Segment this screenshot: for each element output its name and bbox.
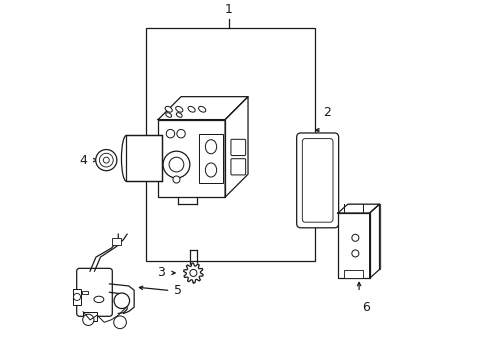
Bar: [337, 213, 369, 278]
Circle shape: [166, 130, 174, 138]
Bar: [344, 270, 363, 278]
Polygon shape: [158, 97, 247, 120]
Circle shape: [173, 176, 180, 183]
Circle shape: [82, 314, 94, 325]
Circle shape: [351, 234, 358, 241]
Circle shape: [189, 269, 197, 276]
Circle shape: [73, 293, 81, 301]
Circle shape: [96, 149, 117, 171]
Circle shape: [99, 153, 113, 167]
Polygon shape: [183, 263, 203, 283]
Text: 2: 2: [323, 106, 330, 119]
Circle shape: [169, 157, 183, 172]
Bar: [347, 204, 379, 269]
Ellipse shape: [205, 140, 216, 154]
Ellipse shape: [176, 113, 182, 117]
Ellipse shape: [165, 113, 171, 117]
Ellipse shape: [205, 163, 216, 177]
Circle shape: [114, 316, 126, 329]
Bar: [83, 312, 97, 321]
Circle shape: [163, 151, 189, 178]
Text: 4: 4: [80, 154, 87, 167]
FancyBboxPatch shape: [230, 159, 245, 175]
Circle shape: [177, 130, 185, 138]
Ellipse shape: [94, 296, 103, 302]
Polygon shape: [224, 97, 247, 197]
Text: 6: 6: [362, 301, 369, 314]
Polygon shape: [369, 204, 379, 278]
FancyBboxPatch shape: [77, 268, 112, 316]
FancyBboxPatch shape: [296, 133, 338, 228]
Text: 5: 5: [174, 284, 182, 297]
Text: 1: 1: [224, 3, 232, 15]
Text: 3: 3: [157, 266, 165, 279]
Ellipse shape: [175, 107, 183, 112]
Bar: [73, 289, 81, 305]
Ellipse shape: [198, 107, 205, 112]
Bar: [112, 238, 121, 245]
Bar: [158, 120, 224, 197]
Circle shape: [351, 250, 358, 257]
FancyBboxPatch shape: [230, 139, 245, 156]
Bar: [126, 135, 162, 181]
Polygon shape: [337, 204, 379, 213]
Ellipse shape: [165, 107, 172, 112]
Ellipse shape: [188, 107, 195, 112]
Ellipse shape: [121, 135, 131, 181]
Bar: [145, 28, 314, 261]
Bar: [198, 134, 223, 183]
Bar: [82, 291, 87, 294]
Circle shape: [103, 157, 109, 163]
FancyBboxPatch shape: [302, 139, 332, 222]
Circle shape: [114, 293, 129, 309]
